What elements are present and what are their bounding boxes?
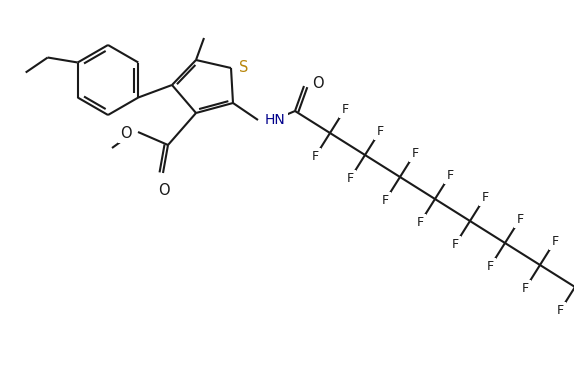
Text: F: F bbox=[522, 282, 529, 295]
Text: O: O bbox=[121, 125, 132, 141]
Text: F: F bbox=[342, 103, 348, 116]
Text: F: F bbox=[517, 213, 523, 226]
Text: F: F bbox=[487, 260, 494, 273]
Text: HN: HN bbox=[265, 113, 286, 127]
Text: F: F bbox=[312, 150, 319, 163]
Text: F: F bbox=[482, 191, 488, 204]
Text: O: O bbox=[158, 183, 170, 198]
Text: F: F bbox=[452, 238, 459, 251]
Text: F: F bbox=[377, 125, 383, 138]
Text: O: O bbox=[312, 77, 324, 91]
Text: F: F bbox=[557, 304, 564, 317]
Text: F: F bbox=[552, 235, 559, 248]
Text: F: F bbox=[382, 194, 389, 207]
Text: F: F bbox=[412, 147, 418, 160]
Text: S: S bbox=[239, 60, 249, 75]
Text: F: F bbox=[447, 169, 453, 182]
Text: F: F bbox=[417, 216, 424, 229]
Text: F: F bbox=[347, 172, 354, 185]
